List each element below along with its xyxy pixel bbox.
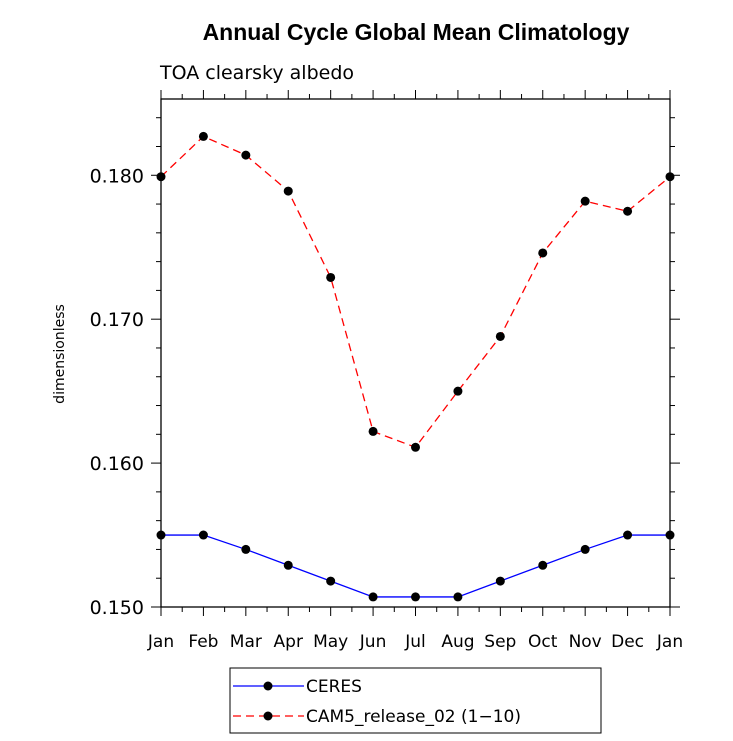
legend: CERES CAM5_release_02 (1−10) [229,667,602,734]
x-tick-label: Apr [274,632,303,652]
x-tick-label: Jan [656,632,683,652]
data-point [411,442,420,452]
data-point [326,576,336,586]
plot-series [156,131,675,602]
x-tick-label: Jul [404,632,426,652]
x-tick-label: May [313,632,348,652]
x-tick-label: Dec [611,632,644,652]
x-tick-label: Feb [188,632,218,652]
data-point [453,386,463,396]
data-point [283,186,293,196]
y-tick-label: 0.170 [90,309,144,331]
x-tick-label: Oct [528,632,558,652]
chart-subtitle: TOA clearsky albedo [159,62,354,84]
legend-label-0: CERES [306,677,362,697]
data-point [241,544,251,554]
data-point [283,560,293,570]
x-tick-label: Mar [230,632,262,652]
axis-ticks [151,90,680,616]
x-tick-label: Jan [147,632,174,652]
data-point [580,196,590,206]
y-tick-label: 0.160 [90,453,144,475]
legend-marker-1 [263,711,273,721]
data-point [198,131,208,141]
x-tick-label: Sep [484,632,516,652]
x-tick-label: Jun [359,632,387,652]
data-point [495,331,505,341]
x-tick-label: Nov [569,632,602,652]
data-point [368,592,378,602]
legend-marker-0 [263,681,273,691]
series-line-1 [160,135,671,449]
data-point [453,592,463,602]
legend-label-1: CAM5_release_02 (1−10) [306,707,521,727]
data-point [623,206,633,216]
x-tick-label: Aug [441,632,474,652]
data-point [495,576,505,586]
data-point [241,150,251,160]
data-point [538,248,548,258]
plot-frame [160,98,671,608]
y-tick-labels: 0.150 0.160 0.170 0.180 [90,165,144,619]
data-point [580,544,590,554]
y-tick-label: 0.150 [90,597,144,619]
y-axis-label: dimensionless [52,304,68,404]
data-point [368,426,378,436]
x-tick-labels: Jan Feb Mar Apr May Jun Jul Aug Sep Oct Nov Dec Jan [147,632,683,652]
chart-title: Annual Cycle Global Mean Climatology [203,19,630,45]
data-point [198,530,208,540]
data-point [623,530,633,540]
data-point [326,272,336,282]
y-tick-label: 0.180 [90,165,144,187]
data-point [411,592,420,602]
legend-box [229,667,602,734]
series-line-0 [161,534,670,598]
data-point [538,560,548,570]
